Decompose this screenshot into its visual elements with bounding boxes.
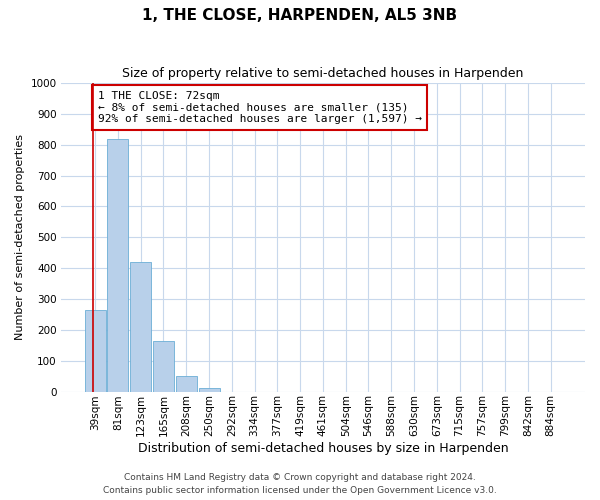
Y-axis label: Number of semi-detached properties: Number of semi-detached properties bbox=[15, 134, 25, 340]
Bar bbox=[153, 340, 174, 392]
Title: Size of property relative to semi-detached houses in Harpenden: Size of property relative to semi-detach… bbox=[122, 68, 524, 80]
Bar bbox=[85, 310, 106, 392]
Bar bbox=[130, 262, 151, 392]
Bar bbox=[199, 388, 220, 392]
Bar bbox=[107, 138, 128, 392]
Text: Contains HM Land Registry data © Crown copyright and database right 2024.
Contai: Contains HM Land Registry data © Crown c… bbox=[103, 474, 497, 495]
Text: 1 THE CLOSE: 72sqm
← 8% of semi-detached houses are smaller (135)
92% of semi-de: 1 THE CLOSE: 72sqm ← 8% of semi-detached… bbox=[98, 91, 422, 124]
Bar bbox=[176, 376, 197, 392]
Text: 1, THE CLOSE, HARPENDEN, AL5 3NB: 1, THE CLOSE, HARPENDEN, AL5 3NB bbox=[142, 8, 458, 22]
X-axis label: Distribution of semi-detached houses by size in Harpenden: Distribution of semi-detached houses by … bbox=[137, 442, 508, 455]
